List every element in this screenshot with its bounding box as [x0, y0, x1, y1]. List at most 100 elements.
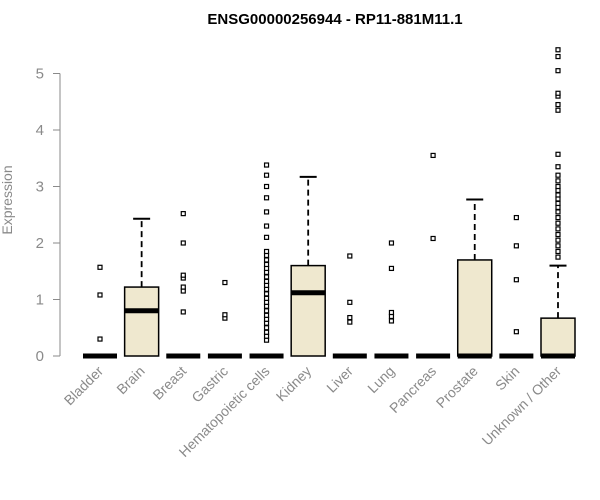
axes: 0 1 2 3 4 5: [36, 66, 61, 365]
box-bladder: [83, 264, 117, 359]
outlier-point: [263, 325, 270, 331]
outlier-point: [263, 248, 270, 255]
outlier-point: [555, 107, 561, 113]
y-tick-label: 1: [36, 292, 44, 309]
box-brain: [123, 217, 160, 357]
outlier-point: [263, 312, 270, 318]
outlier-point: [388, 240, 395, 246]
box-pancreas: [416, 152, 451, 359]
outlier-point: [347, 314, 353, 321]
box-iqr: [456, 259, 493, 357]
outlier-point: [555, 200, 561, 207]
chart-title: ENSG00000256944 - RP11-881M11.1: [207, 11, 462, 28]
outlier-point: [180, 284, 186, 290]
outlier-point: [555, 220, 561, 226]
outlier-point: [388, 309, 395, 316]
outlier-point: [555, 231, 561, 238]
outlier-point: [555, 101, 561, 108]
outlier-point: [555, 47, 561, 53]
outlier-point: [263, 183, 270, 190]
box-series: [83, 47, 576, 359]
outlier-point: [263, 274, 270, 280]
outlier-point: [555, 178, 561, 184]
category-label: Prostate: [433, 363, 481, 411]
outlier-point: [263, 234, 270, 240]
y-tick-label: 3: [36, 179, 44, 196]
outlier-point: [555, 183, 561, 190]
box-unknown-other: [540, 47, 576, 359]
outlier-point: [263, 291, 270, 297]
outlier-point: [347, 299, 353, 305]
y-tick-label: 2: [36, 235, 44, 252]
outlier-point: [513, 277, 519, 283]
outlier-point: [555, 192, 561, 198]
box-iqr: [290, 264, 326, 357]
outlier-point: [263, 261, 270, 268]
outlier-point: [222, 279, 228, 286]
outlier-point: [263, 172, 270, 178]
outlier-point: [263, 209, 270, 215]
outlier-point: [263, 162, 270, 168]
category-label: Brain: [113, 363, 147, 397]
outlier-point: [555, 214, 561, 221]
category-label: Kidney: [273, 363, 315, 405]
outlier-point: [555, 209, 561, 215]
outlier-point: [555, 226, 561, 232]
box-hematopoietic-cells: [249, 162, 284, 359]
outlier-point: [180, 309, 186, 315]
outlier-point: [263, 295, 270, 301]
outlier-point: [430, 152, 436, 159]
outlier-point: [97, 336, 103, 342]
box-gastric: [207, 279, 242, 359]
outlier-point: [555, 151, 561, 157]
outlier-point: [555, 248, 561, 255]
outlier-point: [513, 214, 519, 221]
outlier-point: [388, 318, 395, 324]
category-label: Breast: [149, 363, 189, 403]
outlier-point: [347, 253, 353, 259]
outlier-point: [555, 237, 561, 243]
outlier-point: [555, 90, 561, 96]
outlier-point: [263, 329, 270, 335]
outlier-point: [222, 312, 228, 318]
outlier-point: [347, 319, 353, 325]
outlier-point: [180, 211, 186, 217]
outlier-point: [555, 172, 561, 178]
category-label: Unknown / Other: [479, 363, 565, 449]
box-breast: [166, 211, 201, 359]
outlier-point: [513, 329, 519, 335]
y-tick-label: 0: [36, 348, 44, 365]
outlier-point: [555, 164, 561, 170]
outlier-point: [263, 257, 270, 263]
box-kidney: [290, 175, 326, 357]
outlier-point: [263, 223, 270, 229]
outlier-point: [97, 264, 103, 270]
category-label: Bladder: [61, 363, 107, 409]
category-label: Skin: [492, 363, 523, 394]
box-skin: [499, 214, 534, 359]
box-prostate: [456, 198, 493, 359]
outlier-point: [430, 235, 436, 242]
outlier-point: [555, 68, 561, 74]
outlier-point: [180, 240, 186, 246]
y-tick-label: 4: [36, 122, 44, 139]
outlier-point: [513, 243, 519, 249]
box-iqr: [540, 317, 576, 357]
category-label: Liver: [323, 363, 356, 396]
outlier-point: [555, 53, 561, 60]
outlier-point: [263, 195, 270, 201]
outlier-point: [555, 243, 561, 249]
y-axis-label: Expression: [0, 165, 15, 234]
y-tick-label: 5: [36, 66, 44, 83]
outlier-point: [97, 292, 103, 298]
category-label: Lung: [364, 363, 397, 396]
outlier-point: [555, 254, 561, 260]
outlier-point: [388, 265, 395, 272]
outlier-point: [263, 308, 270, 314]
outlier-point: [263, 278, 270, 285]
box-lung: [374, 240, 409, 359]
outlier-point: [180, 272, 186, 278]
box-iqr: [123, 286, 160, 357]
